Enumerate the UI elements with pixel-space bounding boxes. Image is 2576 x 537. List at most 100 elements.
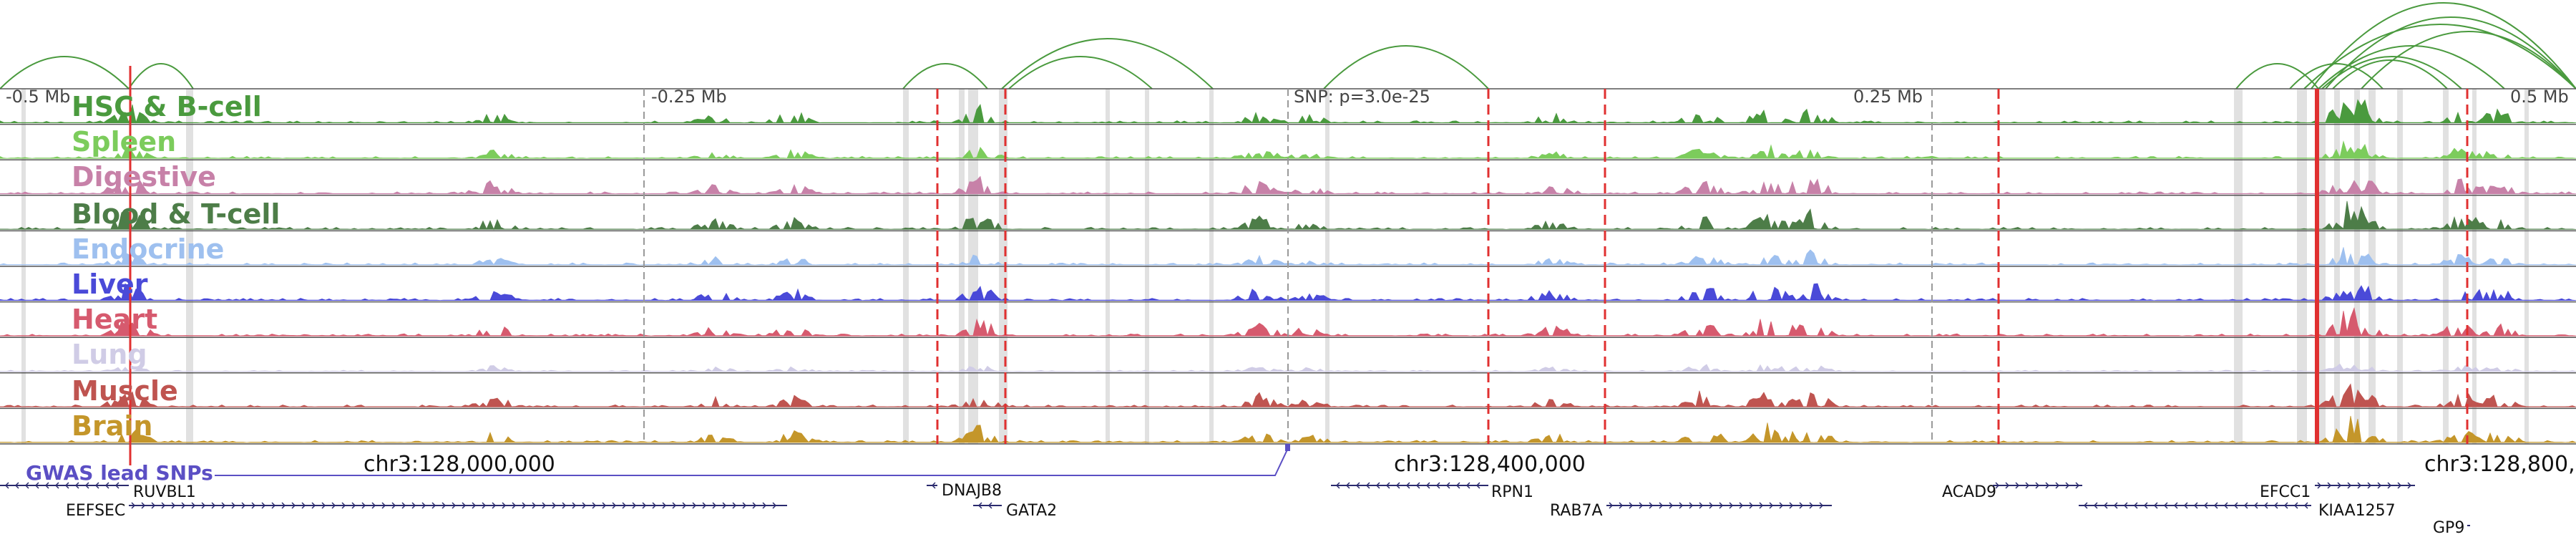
gene-strand-arrow	[2183, 502, 2188, 509]
axis-label-right-mid: 0.25 Mb	[1853, 87, 1923, 107]
gene-strand-arrow	[752, 502, 757, 509]
axis-label-left-mid: -0.25 Mb	[651, 87, 727, 107]
loop-arc	[2311, 2, 2576, 90]
gene-strand-arrow	[431, 502, 436, 509]
track-label-brain: Brain	[72, 410, 152, 442]
gene-strand-arrow	[411, 502, 416, 509]
track-label-spleen: Spleen	[72, 126, 176, 158]
loop-arc	[902, 63, 988, 90]
gene-strand-arrow	[2283, 502, 2288, 509]
gene-strand-arrow	[94, 482, 99, 489]
gene-strand-arrow	[1355, 482, 1360, 489]
loop-arc	[1323, 45, 1489, 90]
track-label-muscle: Muscle	[72, 375, 178, 407]
gene-strand-arrow	[472, 502, 477, 509]
coordinate-label-2: chr3:128,400,000	[1394, 452, 1586, 477]
coordinate-label-1: chr3:128,000,000	[364, 452, 555, 477]
gene-strand-arrow	[291, 502, 296, 509]
gene-strand-arrow	[462, 502, 467, 509]
loop-arc	[2332, 59, 2448, 90]
gene-strand-arrow	[2143, 502, 2148, 509]
gene-strand-arrow	[1395, 482, 1400, 489]
gene-strand-arrow	[1709, 502, 1714, 509]
gene-strand-arrow	[1385, 482, 1390, 489]
track-signal	[0, 415, 2576, 443]
gene-strand-arrow	[44, 482, 49, 489]
gene-strand-arrow	[1455, 482, 1460, 489]
gene-strand-arrow	[2005, 482, 2010, 489]
gene-strand-arrow	[14, 482, 19, 489]
gene-strand-arrow	[151, 502, 156, 509]
gene-label-acad9: ACAD9	[1942, 483, 1996, 501]
gene-strand-arrow	[1679, 502, 1684, 509]
gene-strand-arrow	[1475, 482, 1480, 489]
gene-label-dnajb8: DNAJB8	[942, 482, 1002, 500]
gene-strand-arrow	[181, 502, 186, 509]
gene-strand-arrow	[74, 482, 79, 489]
gene-strand-arrow	[54, 482, 59, 489]
gene-strand-arrow	[1729, 502, 1734, 509]
gene-strand-arrow	[1465, 482, 1470, 489]
gene-strand-arrow	[2035, 482, 2040, 489]
gene-annotation-track: RUVBL1 EEFSEC DNAJB8 GATA2 RPN1 RAB7A AC…	[0, 482, 2470, 537]
gene-strand-arrow	[632, 502, 637, 509]
gene-strand-arrow	[2347, 482, 2352, 489]
track-label-heart: Heart	[72, 304, 157, 335]
track-signal	[0, 383, 2576, 408]
loop-arc	[128, 63, 194, 90]
gene-strand-arrow	[84, 482, 89, 489]
gene-strand-arrow	[2243, 502, 2248, 509]
axis-label-right: 0.5 Mb	[2510, 87, 2569, 107]
gene-strand-arrow	[4, 482, 9, 489]
gene-label-kiaa1257: KIAA1257	[2318, 502, 2396, 520]
gene-strand-arrow	[2233, 502, 2238, 509]
gene-strand-arrow	[371, 502, 376, 509]
gene-strand-arrow	[64, 482, 69, 489]
gene-strand-arrow	[1669, 502, 1674, 509]
gene-strand-arrow	[502, 502, 507, 509]
gene-label-gata2: GATA2	[1006, 502, 1057, 520]
gene-strand-arrow	[331, 502, 336, 509]
gene-strand-arrow	[1619, 502, 1624, 509]
gene-strand-arrow	[311, 502, 316, 509]
gene-strand-arrow	[2193, 502, 2198, 509]
gene-label-rpn1: RPN1	[1491, 483, 1533, 501]
gwas-lead-snps-track: GWAS lead SNPs	[26, 444, 1290, 485]
gene-strand-arrow	[191, 502, 196, 509]
gene-strand-arrow	[2303, 502, 2308, 509]
gene-strand-arrow	[2357, 482, 2362, 489]
gene-strand-arrow	[2337, 482, 2342, 489]
gene-strand-arrow	[1719, 502, 1724, 509]
loop-arc	[1001, 38, 1214, 90]
gene-strand-arrow	[542, 502, 547, 509]
loop-arc	[0, 56, 130, 90]
track-labels: HSC & B-cell Spleen Digestive Blood & T-…	[72, 91, 280, 442]
gene-strand-arrow	[361, 502, 366, 509]
gene-strand-arrow	[2213, 502, 2218, 509]
gene-strand-arrow	[562, 502, 567, 509]
gene-strand-arrow	[281, 502, 286, 509]
gene-strand-arrow	[1335, 482, 1340, 489]
gene-strand-arrow	[24, 482, 29, 489]
gene-strand-arrow	[2377, 482, 2382, 489]
track-label-liver: Liver	[72, 268, 148, 300]
gene-strand-arrow	[772, 502, 777, 509]
gene-strand-arrow	[1689, 502, 1694, 509]
gene-strand-arrow	[1345, 482, 1350, 489]
gene-strand-arrow	[642, 502, 647, 509]
gene-strand-arrow	[341, 502, 346, 509]
gene-strand-arrow	[672, 502, 677, 509]
gene-strand-arrow	[2367, 482, 2372, 489]
gene-strand-arrow	[572, 502, 577, 509]
gene-strand-arrow	[512, 502, 517, 509]
gene-strand-arrow	[241, 502, 246, 509]
track-label-hsc-b-cell: HSC & B-cell	[72, 91, 262, 122]
axis-label-left: -0.5 Mb	[6, 87, 70, 107]
gene-strand-arrow	[1759, 502, 1764, 509]
gene-label-eefsec: EEFSEC	[66, 502, 125, 520]
gene-strand-arrow	[977, 502, 982, 509]
loop-arc	[2235, 63, 2319, 90]
gene-strand-arrow	[2253, 502, 2258, 509]
coordinate-label-3: chr3:128,800,000	[2424, 452, 2576, 477]
